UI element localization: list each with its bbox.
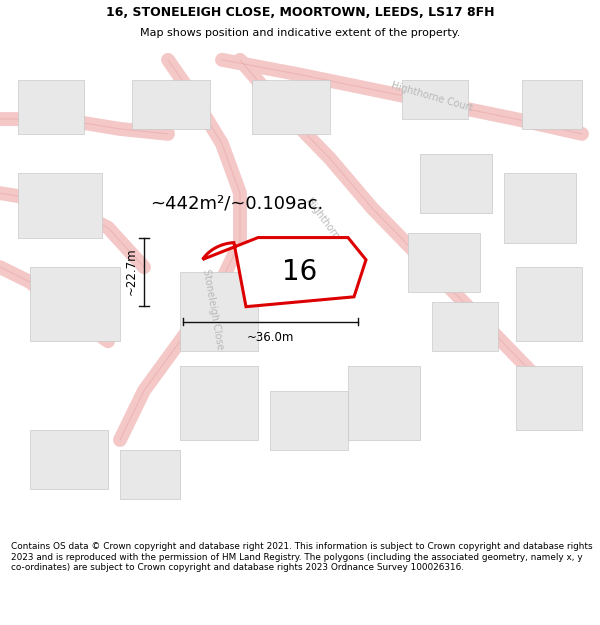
Polygon shape: [522, 79, 582, 129]
Text: 16: 16: [283, 258, 317, 286]
Polygon shape: [18, 173, 102, 238]
Polygon shape: [402, 79, 468, 119]
Text: ~442m²/~0.109ac.: ~442m²/~0.109ac.: [150, 194, 323, 212]
Text: ~36.0m: ~36.0m: [247, 331, 293, 344]
Polygon shape: [180, 272, 258, 351]
Polygon shape: [132, 79, 210, 129]
Polygon shape: [252, 79, 330, 134]
Polygon shape: [203, 238, 366, 307]
Polygon shape: [504, 173, 576, 242]
Polygon shape: [348, 366, 420, 440]
Polygon shape: [30, 268, 120, 341]
Text: 16, STONELEIGH CLOSE, MOORTOWN, LEEDS, LS17 8FH: 16, STONELEIGH CLOSE, MOORTOWN, LEEDS, L…: [106, 6, 494, 19]
Text: Contains OS data © Crown copyright and database right 2021. This information is : Contains OS data © Crown copyright and d…: [11, 542, 592, 572]
Polygon shape: [18, 79, 84, 134]
Text: Highthorne Court: Highthorne Court: [390, 81, 474, 113]
Polygon shape: [180, 366, 258, 440]
Polygon shape: [408, 232, 480, 292]
Text: Highthorne Drive: Highthorne Drive: [304, 196, 362, 269]
Polygon shape: [270, 391, 348, 450]
Polygon shape: [120, 450, 180, 499]
Text: Stoneleigh Close: Stoneleigh Close: [201, 268, 225, 350]
Polygon shape: [516, 268, 582, 341]
Text: Map shows position and indicative extent of the property.: Map shows position and indicative extent…: [140, 28, 460, 38]
Polygon shape: [30, 430, 108, 489]
Text: ~22.7m: ~22.7m: [125, 248, 138, 296]
Polygon shape: [516, 366, 582, 430]
Polygon shape: [420, 154, 492, 213]
Polygon shape: [432, 302, 498, 351]
